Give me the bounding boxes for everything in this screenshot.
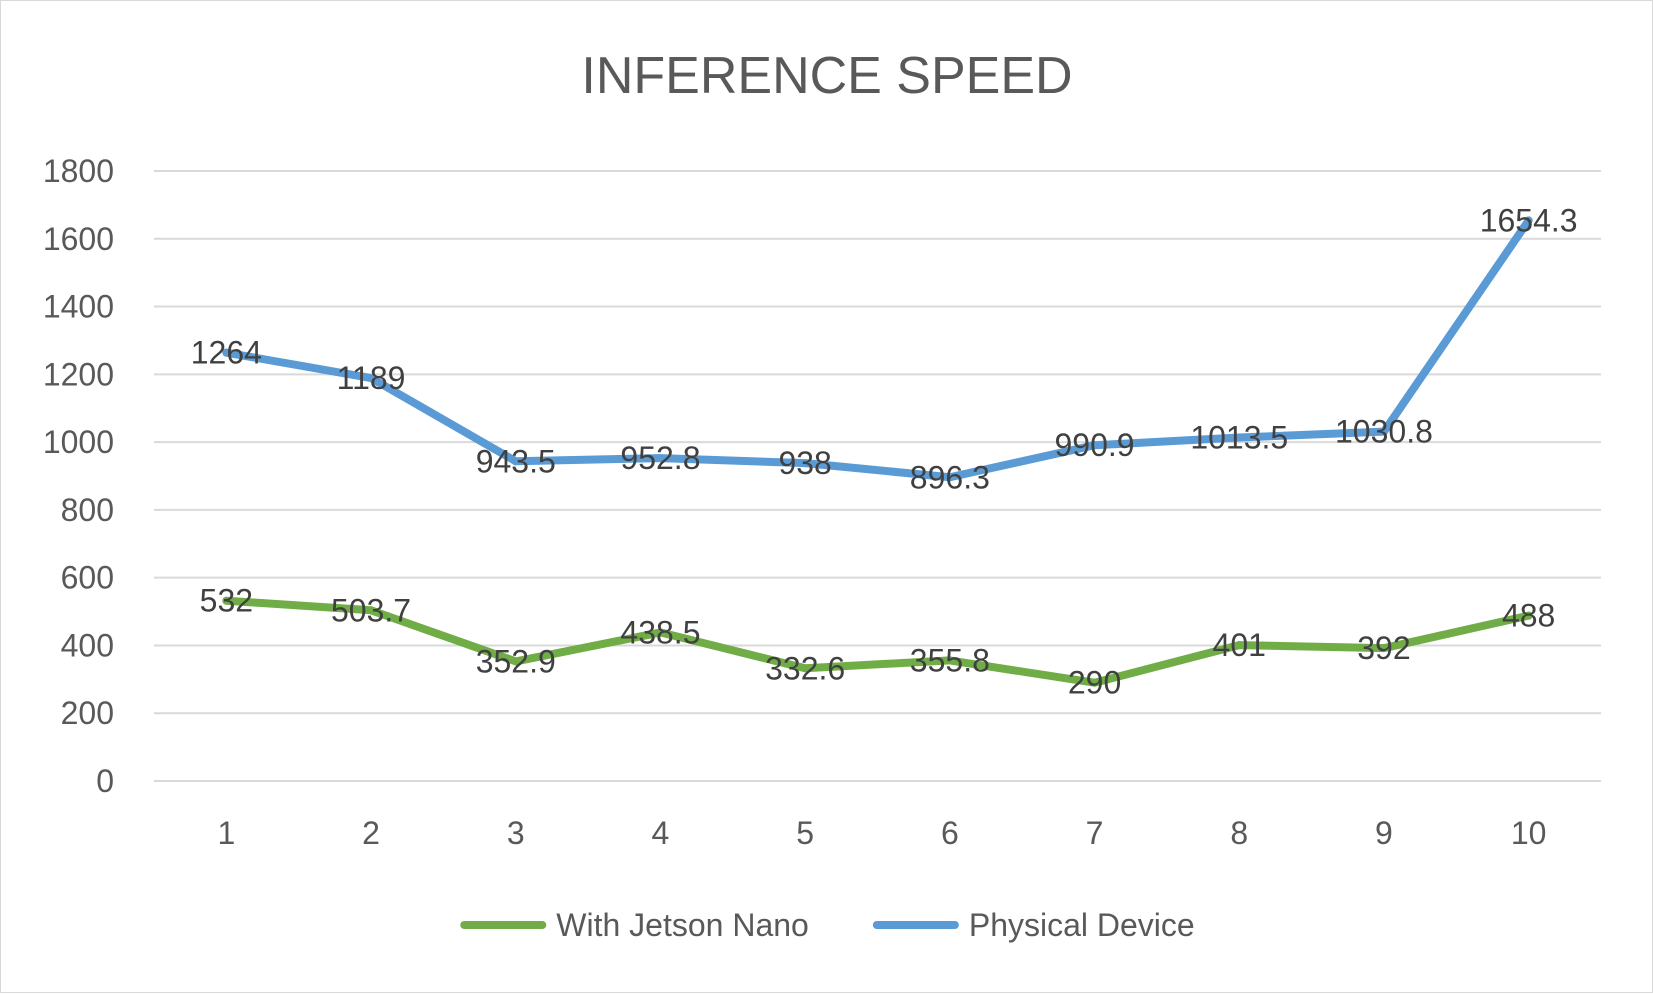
x-tick-label: 8 bbox=[1230, 815, 1248, 851]
x-tick-label: 9 bbox=[1375, 815, 1393, 851]
y-tick-label: 200 bbox=[61, 695, 114, 731]
data-point bbox=[222, 348, 231, 357]
data-point bbox=[1235, 641, 1244, 650]
data-labels: 532 503.7 352.9 438.5 332.6 355.8 290 401 392 488… bbox=[191, 202, 1578, 700]
data-point bbox=[1090, 678, 1099, 687]
data-label: 938 bbox=[778, 445, 831, 481]
y-tick-label: 600 bbox=[61, 560, 114, 596]
data-point bbox=[1379, 644, 1388, 653]
data-point bbox=[945, 656, 954, 665]
y-axis-ticks: 0 200 400 600 800 1000 1200 1400 1600 1800 bbox=[43, 153, 114, 799]
data-label: 332.6 bbox=[765, 650, 845, 686]
data-point bbox=[1524, 216, 1533, 225]
data-point bbox=[656, 454, 665, 463]
data-point bbox=[945, 473, 954, 482]
series-lines bbox=[222, 216, 1533, 687]
chart-title: INFERENCE SPEED bbox=[581, 47, 1072, 105]
x-tick-label: 10 bbox=[1511, 815, 1547, 851]
y-tick-label: 1400 bbox=[43, 289, 114, 325]
data-label: 290 bbox=[1068, 665, 1121, 701]
data-label: 438.5 bbox=[620, 614, 700, 650]
data-label: 392 bbox=[1357, 630, 1410, 666]
data-label: 943.5 bbox=[476, 443, 556, 479]
y-tick-label: 1000 bbox=[43, 424, 114, 460]
data-label: 355.8 bbox=[910, 642, 990, 678]
y-tick-label: 400 bbox=[61, 627, 114, 663]
legend-label: Physical Device bbox=[969, 907, 1195, 943]
data-point bbox=[367, 606, 376, 615]
data-point bbox=[1090, 441, 1099, 450]
x-tick-label: 6 bbox=[941, 815, 959, 851]
series-line-2 bbox=[222, 216, 1533, 482]
gridlines bbox=[154, 170, 1601, 782]
data-label: 1013.5 bbox=[1190, 420, 1288, 456]
data-point bbox=[511, 657, 520, 666]
x-tick-label: 4 bbox=[652, 815, 670, 851]
data-point bbox=[1235, 433, 1244, 442]
data-point bbox=[222, 596, 231, 605]
x-tick-label: 5 bbox=[796, 815, 814, 851]
data-label: 1654.3 bbox=[1480, 202, 1578, 238]
data-label: 1264 bbox=[191, 335, 262, 371]
y-tick-label: 1600 bbox=[43, 221, 114, 257]
x-tick-label: 3 bbox=[507, 815, 525, 851]
data-label: 401 bbox=[1213, 627, 1266, 663]
data-point bbox=[656, 628, 665, 637]
data-label: 1030.8 bbox=[1335, 414, 1433, 450]
legend: With Jetson Nano Physical Device bbox=[460, 907, 1195, 943]
data-label: 503.7 bbox=[331, 592, 411, 628]
x-tick-label: 7 bbox=[1086, 815, 1104, 851]
data-label: 532 bbox=[200, 583, 253, 619]
data-point bbox=[367, 374, 376, 383]
data-label: 896.3 bbox=[910, 459, 990, 495]
x-tick-label: 2 bbox=[362, 815, 380, 851]
data-label: 990.9 bbox=[1055, 427, 1135, 463]
data-point bbox=[801, 664, 810, 673]
data-label: 952.8 bbox=[620, 440, 700, 476]
data-point bbox=[1379, 427, 1388, 436]
y-tick-label: 1800 bbox=[43, 153, 114, 189]
data-point bbox=[801, 459, 810, 468]
data-label: 352.9 bbox=[476, 643, 556, 679]
y-tick-label: 0 bbox=[96, 763, 114, 799]
data-label: 488 bbox=[1502, 598, 1555, 634]
data-point bbox=[511, 457, 520, 466]
data-label: 1189 bbox=[337, 360, 406, 396]
legend-label: With Jetson Nano bbox=[556, 907, 809, 943]
series-line-1 bbox=[222, 596, 1533, 687]
x-axis-ticks: 1 2 3 4 5 6 7 8 9 10 bbox=[217, 815, 1546, 851]
data-point bbox=[1524, 611, 1533, 620]
y-tick-label: 800 bbox=[61, 492, 114, 528]
y-tick-label: 1200 bbox=[43, 356, 114, 392]
x-tick-label: 1 bbox=[217, 815, 235, 851]
